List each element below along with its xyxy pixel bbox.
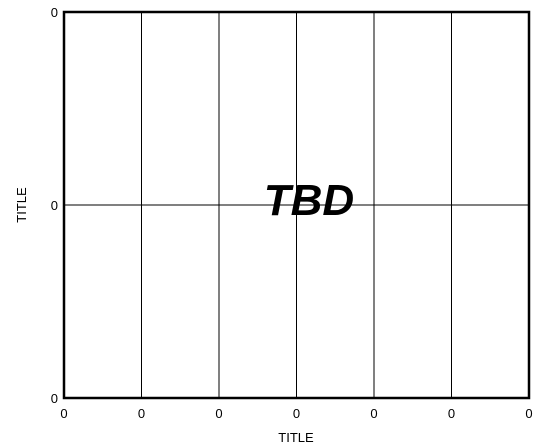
x-tick-label: 0	[370, 406, 377, 421]
y-axis-title: TITLE	[14, 187, 29, 223]
y-tick-label: 0	[51, 198, 58, 213]
y-tick-label: 0	[51, 391, 58, 406]
y-axis-ticks: 0 0 0	[51, 5, 58, 406]
x-tick-label: 0	[60, 406, 67, 421]
x-tick-label: 0	[525, 406, 532, 421]
plot-frame	[62, 10, 531, 400]
tbd-annotation: TBD	[264, 176, 354, 225]
x-axis-title: TITLE	[278, 430, 314, 445]
x-axis-ticks: 0 0 0 0 0 0 0	[60, 406, 532, 421]
x-tick-label: 0	[138, 406, 145, 421]
x-tick-label: 0	[293, 406, 300, 421]
x-tick-label: 0	[215, 406, 222, 421]
y-tick-label: 0	[51, 5, 58, 20]
x-tick-label: 0	[448, 406, 455, 421]
grid-lines	[64, 12, 529, 398]
